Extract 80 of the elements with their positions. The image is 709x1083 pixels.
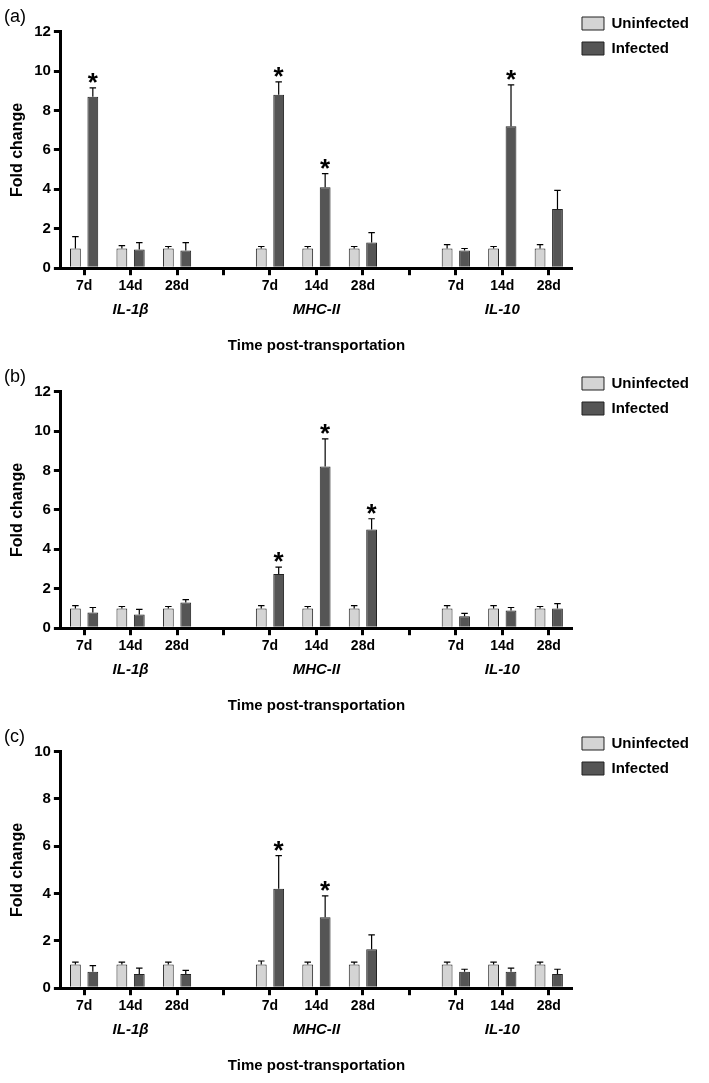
y-tick-label: 6 <box>42 836 51 854</box>
x-axis-title: Time post-transportation <box>227 1055 406 1073</box>
x-axis-title: Time post-transportation <box>227 695 406 713</box>
x-tick-label: 7d <box>75 277 93 294</box>
x-tick-label: 28d <box>536 277 561 294</box>
y-axis-title: Fold change <box>8 822 26 918</box>
legend-label: Infected <box>611 398 670 416</box>
y-tick-label: 10 <box>34 741 51 759</box>
legend-label: Uninfected <box>611 373 690 391</box>
x-tick-label: 14d <box>304 997 329 1014</box>
y-tick-label: 4 <box>42 179 52 197</box>
y-tick-label: 0 <box>42 258 51 276</box>
y-axis-title: Fold change <box>8 102 26 198</box>
data-label: * <box>505 63 517 94</box>
text: IL-1β <box>112 299 149 317</box>
legend-label: Uninfected <box>611 13 690 31</box>
text: MHC-II <box>292 1019 342 1037</box>
chart-title: (c) <box>4 725 25 746</box>
y-tick-label: 0 <box>42 978 51 996</box>
x-tick-label: 14d <box>490 637 515 654</box>
x-tick-label: 14d <box>118 997 143 1014</box>
x-tick-label: 7d <box>261 997 279 1014</box>
x-tick-label: 7d <box>261 277 279 294</box>
data-label: * <box>273 546 285 577</box>
data-label: * <box>320 417 332 448</box>
data-label: * <box>273 60 285 91</box>
y-tick-label: 8 <box>42 789 51 807</box>
y-tick-label: 6 <box>42 140 51 158</box>
y-tick-label: 10 <box>34 61 51 79</box>
x-tick-label: 7d <box>447 997 465 1014</box>
x-tick-label: 28d <box>536 637 561 654</box>
data-label: * <box>87 66 99 97</box>
text: IL-1β <box>112 1019 149 1037</box>
text: MHC-II <box>292 299 342 317</box>
x-tick-label: 7d <box>261 637 279 654</box>
x-tick-label: 14d <box>490 277 515 294</box>
y-tick-label: 0 <box>42 618 51 636</box>
x-tick-label: 14d <box>304 277 329 294</box>
text: MHC-II <box>292 659 342 677</box>
data-label: * <box>366 497 378 528</box>
x-tick-label: 28d <box>350 637 375 654</box>
text: IL-10 <box>484 1019 521 1037</box>
x-axis-title: Time post-transportation <box>227 335 406 353</box>
y-tick-label: 2 <box>42 578 51 596</box>
legend-label: Infected <box>611 38 670 56</box>
y-tick-label: 10 <box>34 421 51 439</box>
y-tick-label: 2 <box>42 931 51 949</box>
y-tick-label: 6 <box>42 500 51 518</box>
legend-label: Uninfected <box>611 733 690 751</box>
x-tick-label: 28d <box>536 997 561 1014</box>
y-tick-label: 8 <box>42 100 51 118</box>
x-tick-label: 28d <box>350 277 375 294</box>
x-tick-label: 7d <box>447 637 465 654</box>
y-tick-label: 2 <box>42 218 51 236</box>
chart-title: (b) <box>4 365 26 386</box>
legend-label: Infected <box>611 758 670 776</box>
x-tick-label: 28d <box>164 637 190 654</box>
text: IL-1β <box>112 659 149 677</box>
y-axis-title: Fold change <box>8 462 26 558</box>
data-label: * <box>320 874 332 905</box>
x-tick-label: 7d <box>75 637 93 654</box>
x-tick-label: 7d <box>75 997 93 1014</box>
x-tick-label: 28d <box>164 277 190 294</box>
data-label: * <box>320 152 332 183</box>
y-tick-label: 8 <box>42 460 51 478</box>
y-tick-label: 4 <box>42 539 52 557</box>
text: IL-10 <box>484 659 521 677</box>
y-tick-label: 12 <box>34 21 51 39</box>
x-tick-label: 14d <box>118 637 143 654</box>
x-tick-label: 28d <box>164 997 190 1014</box>
data-label: * <box>273 834 285 865</box>
x-tick-label: 14d <box>304 637 329 654</box>
x-tick-label: 14d <box>118 277 143 294</box>
x-tick-label: 28d <box>350 997 375 1014</box>
text: IL-10 <box>484 299 521 317</box>
x-tick-label: 7d <box>447 277 465 294</box>
chart-title: (a) <box>4 5 26 26</box>
x-tick-label: 14d <box>490 997 515 1014</box>
y-tick-label: 4 <box>42 883 52 901</box>
y-tick-label: 12 <box>34 381 51 399</box>
